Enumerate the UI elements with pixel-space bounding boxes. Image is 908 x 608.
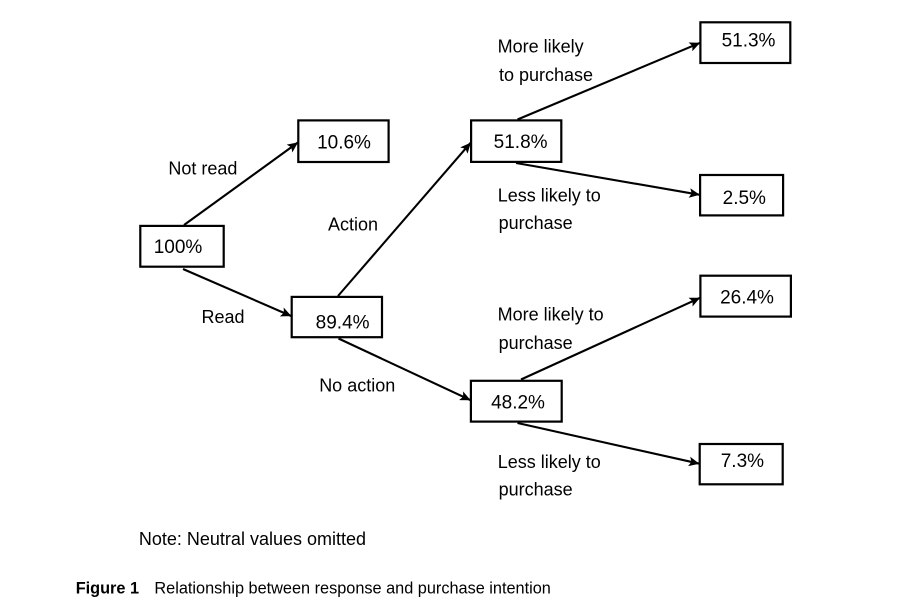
svg-text:10.6%: 10.6% xyxy=(317,133,371,154)
svg-text:to purchase: to purchase xyxy=(499,65,593,85)
svg-text:51.8%: 51.8% xyxy=(494,132,548,153)
svg-text:More likely to: More likely to xyxy=(498,305,604,325)
svg-text:purchase: purchase xyxy=(499,333,573,353)
svg-text:Read: Read xyxy=(202,307,245,327)
svg-text:purchase: purchase xyxy=(499,480,573,500)
svg-text:89.4%: 89.4% xyxy=(316,313,370,334)
svg-text:100%: 100% xyxy=(154,237,203,258)
svg-text:More likely: More likely xyxy=(498,37,584,57)
svg-text:Not read: Not read xyxy=(168,158,237,178)
svg-text:48.2%: 48.2% xyxy=(491,393,545,414)
svg-text:Relationship between response: Relationship between response and purcha… xyxy=(154,579,550,597)
svg-text:Less likely to: Less likely to xyxy=(498,185,601,205)
svg-text:Less likely to: Less likely to xyxy=(498,452,601,472)
svg-text:Action: Action xyxy=(328,215,378,235)
svg-text:Figure 1: Figure 1 xyxy=(76,579,139,597)
svg-text:purchase: purchase xyxy=(499,213,573,233)
svg-text:Note: Neutral values omitted: Note: Neutral values omitted xyxy=(139,529,366,549)
svg-text:No action: No action xyxy=(319,376,395,396)
svg-text:2.5%: 2.5% xyxy=(723,188,766,209)
svg-text:26.4%: 26.4% xyxy=(720,287,774,308)
svg-text:51.3%: 51.3% xyxy=(722,31,776,52)
svg-text:7.3%: 7.3% xyxy=(721,451,764,472)
